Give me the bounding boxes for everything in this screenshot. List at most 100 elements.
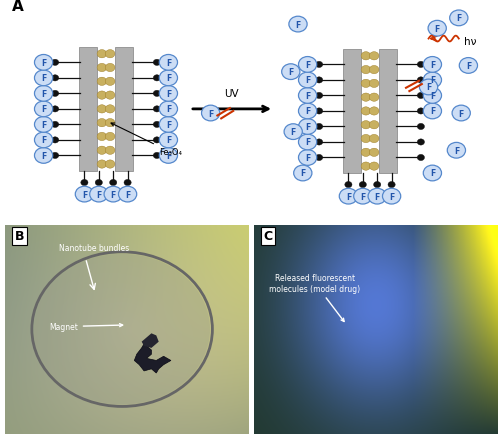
Circle shape bbox=[97, 50, 106, 59]
Circle shape bbox=[160, 117, 178, 133]
Circle shape bbox=[368, 189, 386, 205]
Circle shape bbox=[424, 104, 442, 120]
Circle shape bbox=[52, 60, 59, 66]
Circle shape bbox=[52, 122, 59, 128]
Circle shape bbox=[316, 109, 322, 115]
Circle shape bbox=[34, 55, 52, 71]
Circle shape bbox=[52, 153, 59, 159]
Circle shape bbox=[316, 78, 322, 84]
Circle shape bbox=[106, 50, 115, 59]
Circle shape bbox=[97, 78, 106, 86]
Circle shape bbox=[110, 180, 117, 186]
Text: F: F bbox=[360, 192, 366, 201]
Text: F: F bbox=[305, 76, 310, 85]
Circle shape bbox=[370, 66, 379, 74]
Text: F: F bbox=[41, 74, 46, 83]
Text: F: F bbox=[458, 109, 464, 118]
Text: F: F bbox=[305, 123, 310, 132]
Circle shape bbox=[361, 94, 370, 102]
Text: F: F bbox=[41, 90, 46, 99]
Text: F: F bbox=[166, 59, 171, 68]
Text: F: F bbox=[96, 190, 102, 199]
Circle shape bbox=[361, 135, 370, 143]
Circle shape bbox=[106, 133, 115, 141]
Circle shape bbox=[154, 91, 160, 97]
Bar bbox=[115, 48, 134, 172]
Circle shape bbox=[294, 166, 312, 181]
Text: F: F bbox=[430, 107, 435, 116]
Circle shape bbox=[289, 17, 307, 33]
Circle shape bbox=[160, 86, 178, 102]
Circle shape bbox=[202, 106, 220, 122]
Circle shape bbox=[361, 108, 370, 116]
Text: A: A bbox=[12, 0, 24, 14]
Circle shape bbox=[160, 148, 178, 164]
Text: F: F bbox=[296, 21, 300, 29]
Polygon shape bbox=[134, 344, 171, 373]
Circle shape bbox=[460, 58, 477, 74]
Text: F: F bbox=[125, 190, 130, 199]
Circle shape bbox=[428, 21, 446, 37]
Text: F: F bbox=[166, 90, 171, 99]
Circle shape bbox=[34, 102, 52, 117]
Text: F: F bbox=[41, 59, 46, 68]
Circle shape bbox=[34, 117, 52, 133]
Text: F: F bbox=[166, 74, 171, 83]
Bar bbox=[78, 48, 97, 172]
Text: UV: UV bbox=[224, 89, 239, 99]
Circle shape bbox=[118, 187, 136, 202]
Text: F: F bbox=[305, 138, 310, 147]
Circle shape bbox=[154, 138, 160, 144]
Circle shape bbox=[370, 80, 379, 88]
Text: F: F bbox=[41, 136, 46, 145]
Circle shape bbox=[90, 187, 108, 202]
Text: F: F bbox=[389, 192, 394, 201]
Circle shape bbox=[418, 140, 424, 146]
Circle shape bbox=[76, 187, 94, 202]
Circle shape bbox=[154, 122, 160, 128]
Circle shape bbox=[282, 65, 300, 80]
Circle shape bbox=[361, 80, 370, 88]
Text: F: F bbox=[426, 83, 431, 92]
Polygon shape bbox=[142, 334, 158, 348]
Circle shape bbox=[370, 162, 379, 171]
Circle shape bbox=[106, 64, 115, 72]
Circle shape bbox=[424, 73, 442, 88]
Circle shape bbox=[106, 147, 115, 155]
Circle shape bbox=[374, 182, 381, 188]
Circle shape bbox=[34, 86, 52, 102]
Text: B: B bbox=[15, 230, 24, 243]
Circle shape bbox=[160, 102, 178, 117]
Text: F: F bbox=[41, 152, 46, 161]
Text: F: F bbox=[82, 190, 87, 199]
Bar bbox=[342, 50, 361, 173]
Circle shape bbox=[361, 162, 370, 171]
Text: F: F bbox=[166, 120, 171, 130]
Circle shape bbox=[370, 53, 379, 61]
Text: F: F bbox=[166, 152, 171, 161]
Circle shape bbox=[298, 135, 316, 151]
Text: F: F bbox=[305, 107, 310, 116]
Text: F: F bbox=[166, 105, 171, 114]
Text: hν: hν bbox=[464, 36, 476, 46]
Circle shape bbox=[160, 55, 178, 71]
Text: Released fluorescent
molecules (model drug): Released fluorescent molecules (model dr… bbox=[270, 274, 360, 322]
Circle shape bbox=[160, 133, 178, 148]
Circle shape bbox=[424, 166, 442, 181]
Circle shape bbox=[154, 60, 160, 66]
Circle shape bbox=[97, 147, 106, 155]
Text: F: F bbox=[454, 146, 459, 155]
Circle shape bbox=[382, 189, 400, 205]
Text: F: F bbox=[466, 62, 471, 71]
Circle shape bbox=[361, 121, 370, 130]
Circle shape bbox=[154, 76, 160, 82]
Bar bbox=[379, 50, 398, 173]
Circle shape bbox=[97, 92, 106, 100]
Text: F: F bbox=[166, 136, 171, 145]
Circle shape bbox=[418, 124, 424, 130]
Circle shape bbox=[106, 161, 115, 169]
Circle shape bbox=[106, 106, 115, 114]
Circle shape bbox=[34, 148, 52, 164]
Circle shape bbox=[34, 133, 52, 148]
Circle shape bbox=[361, 66, 370, 74]
